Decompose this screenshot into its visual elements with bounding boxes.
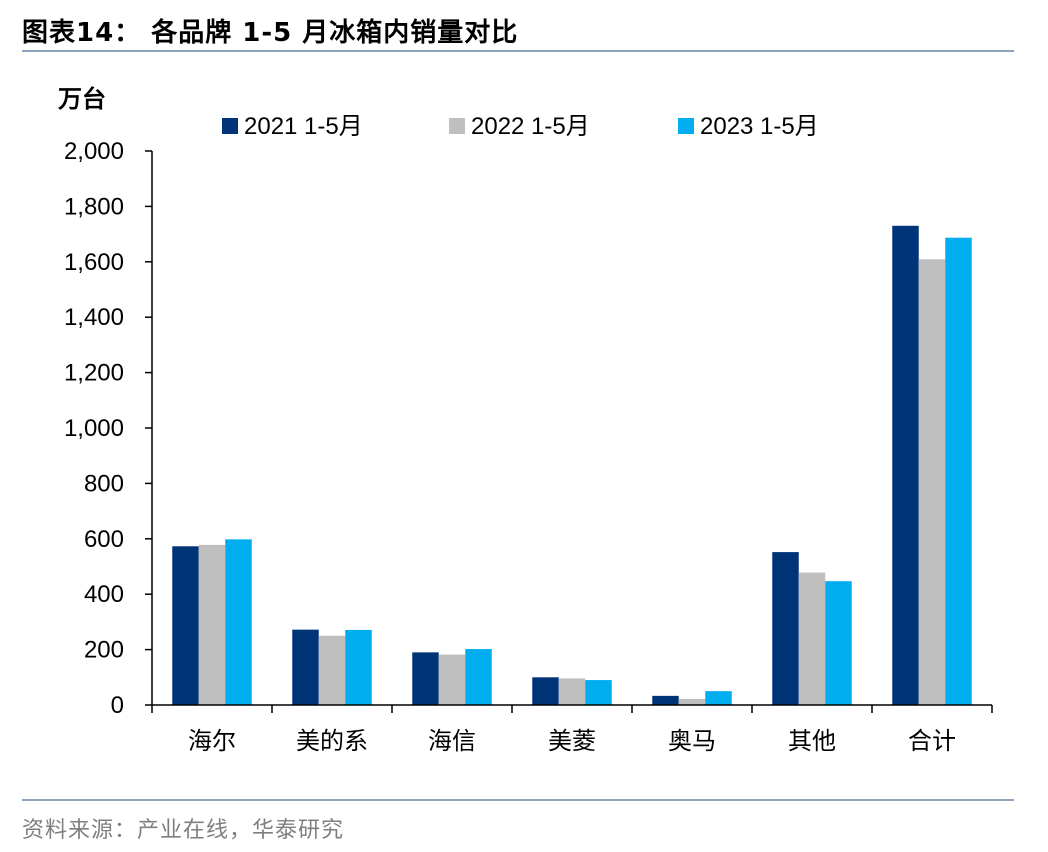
- legend-label: 2022 1-5月: [471, 113, 590, 140]
- bar: [172, 546, 199, 705]
- legend-swatch: [449, 118, 465, 134]
- y-tick-label: 1,200: [64, 360, 124, 387]
- figure-title: 图表14： 各品牌 1-5 月冰箱内销量对比: [22, 18, 519, 48]
- bar: [772, 552, 799, 705]
- y-tick-label: 1,000: [64, 415, 124, 442]
- x-category-label: 其他: [788, 727, 836, 755]
- legend: 2021 1-5月 2022 1-5月 2023 1-5月: [222, 113, 819, 140]
- y-tick-label: 2,000: [64, 138, 124, 165]
- bar-group: [892, 225, 972, 706]
- y-tick-label: 600: [84, 526, 124, 553]
- y-axis: 0 200 400 600 800 1,000 1,200 1,400 1,600 1,800 2,…: [64, 138, 153, 719]
- bars: [172, 225, 972, 706]
- y-tick-label: 0: [111, 692, 124, 719]
- bar-group: [172, 539, 252, 705]
- bar: [558, 678, 586, 705]
- legend-swatch: [678, 118, 694, 134]
- bottom-divider: [22, 799, 1014, 801]
- bar-group: [772, 552, 852, 705]
- legend-swatch: [222, 118, 238, 134]
- source-note: 资料来源：产业在线，华泰研究: [22, 818, 345, 843]
- bar: [532, 677, 559, 705]
- bar-group: [652, 691, 732, 705]
- y-tick-label: 1,800: [64, 193, 124, 220]
- bar: [412, 652, 439, 705]
- y-axis-unit-label: 万台: [58, 85, 106, 113]
- bar: [225, 539, 252, 705]
- legend-label: 2023 1-5月: [700, 113, 819, 140]
- bar: [198, 544, 226, 705]
- bar: [918, 259, 946, 705]
- bar: [345, 629, 372, 705]
- bar-group: [292, 629, 372, 705]
- x-category-label: 奥马: [668, 727, 716, 755]
- bar: [705, 691, 732, 705]
- legend-label: 2021 1-5月: [244, 113, 363, 140]
- y-tick-label: 200: [84, 637, 124, 664]
- bar-group: [532, 677, 612, 705]
- y-tick-label: 1,400: [64, 304, 124, 331]
- legend-item: 2021 1-5月: [222, 113, 363, 140]
- legend-item: 2023 1-5月: [678, 113, 819, 140]
- bar: [945, 237, 972, 706]
- bar: [825, 581, 852, 705]
- bar: [798, 572, 826, 705]
- x-category-label: 合计: [908, 727, 956, 755]
- x-axis: 海尔 美的系 海信 美菱 奥马 其他 合计: [151, 704, 993, 755]
- top-divider: [22, 50, 1014, 52]
- y-tick-label: 400: [84, 581, 124, 608]
- bar: [652, 695, 679, 705]
- bar: [678, 698, 706, 705]
- bar: [892, 225, 919, 706]
- y-tick-label: 800: [84, 470, 124, 497]
- bar-group: [412, 649, 492, 705]
- x-category-label: 海尔: [188, 727, 236, 755]
- bar: [438, 654, 466, 705]
- x-category-label: 美菱: [548, 727, 596, 755]
- x-category-label: 美的系: [296, 727, 368, 755]
- bar: [292, 629, 319, 705]
- bar: [585, 680, 612, 705]
- bar: [318, 635, 346, 705]
- y-tick-label: 1,600: [64, 249, 124, 276]
- bar-chart: 2021 1-5月 2022 1-5月 2023 1-5月 万台 0 200 400 60…: [58, 85, 993, 755]
- x-category-label: 海信: [428, 727, 476, 755]
- bar: [465, 649, 492, 705]
- legend-item: 2022 1-5月: [449, 113, 590, 140]
